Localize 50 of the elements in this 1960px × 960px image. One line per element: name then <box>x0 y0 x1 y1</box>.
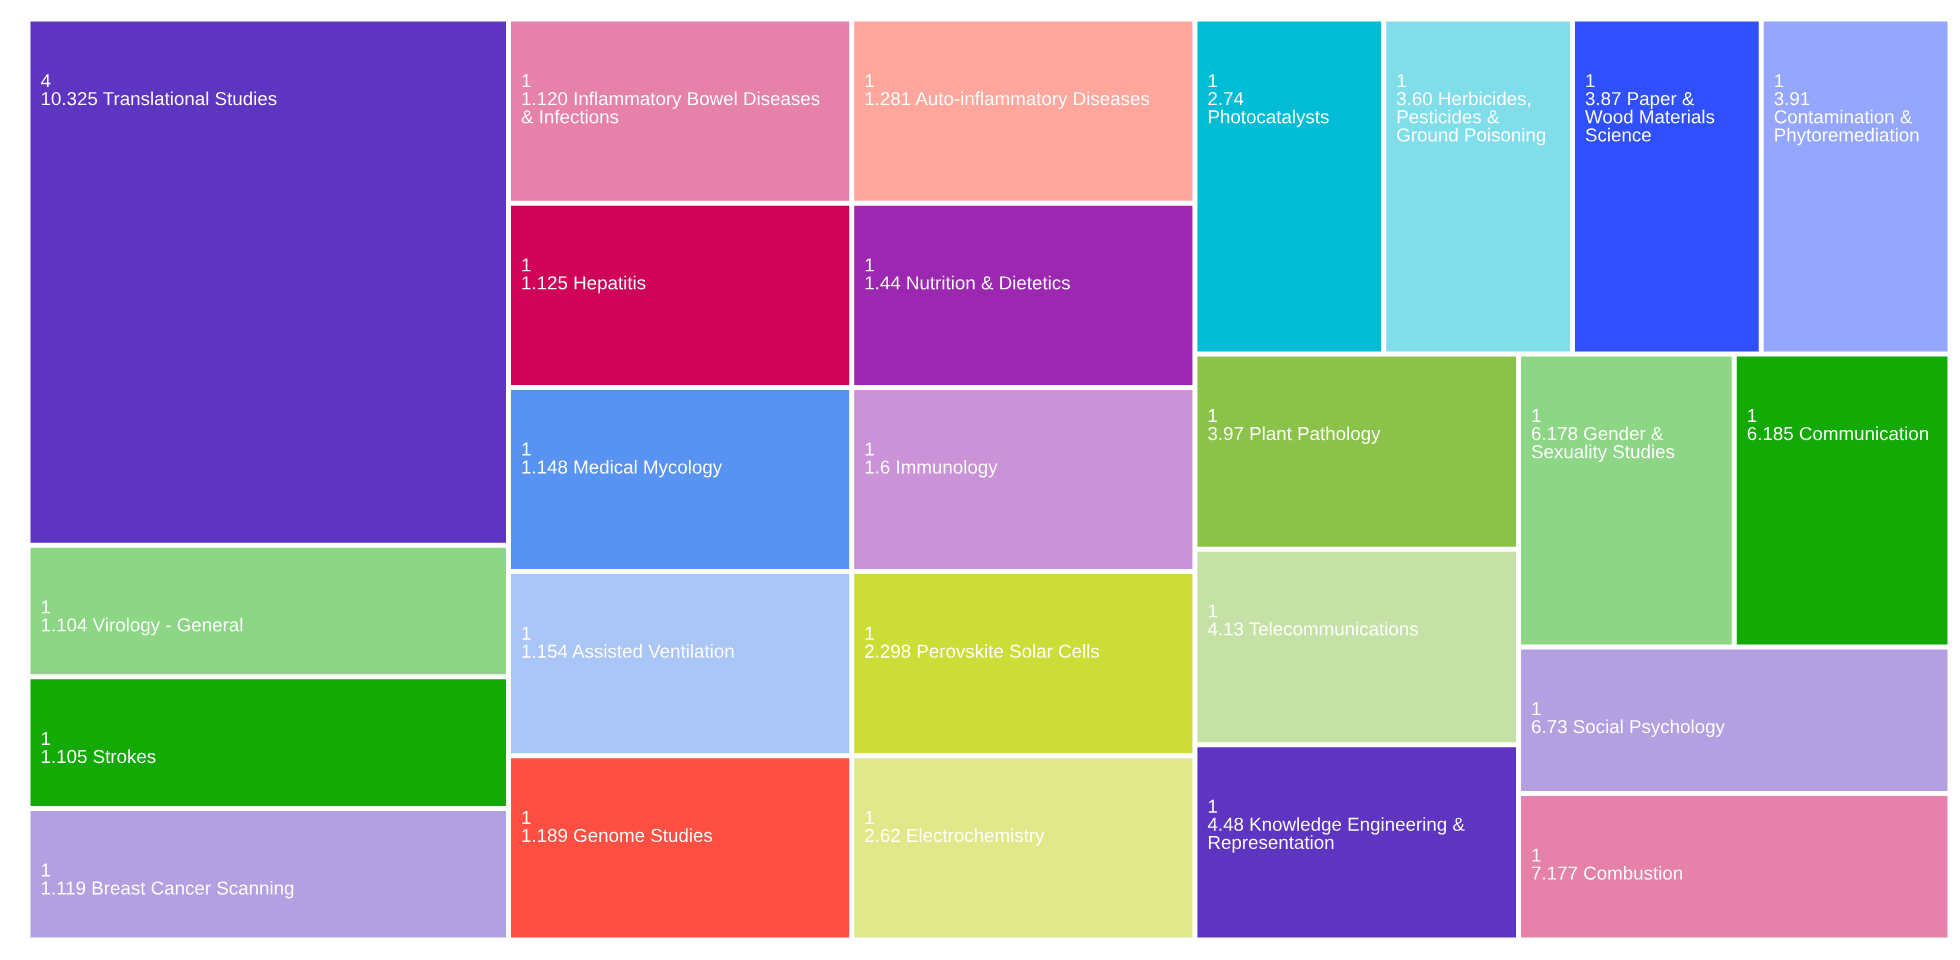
data-label: 1 <box>41 863 51 877</box>
data-label: 1 <box>1208 74 1217 88</box>
category-label: 1.44 Nutrition & Dietetics <box>865 275 1070 290</box>
data-label: 1 <box>1748 409 1757 422</box>
category-label: 3.87 Paper & Wood Materials Science <box>1585 92 1715 142</box>
category-label: 3.60 Herbicides, Pesticides & Ground Poisoning <box>1396 91 1546 146</box>
data-label: 1 <box>1397 74 1406 88</box>
data-label: 1 <box>522 442 531 456</box>
category-label: 1.148 Medical Mycology <box>522 459 723 478</box>
data-label: 1 <box>522 810 531 824</box>
data-label: 1 <box>865 442 874 456</box>
category-label: 1.125 Hepatitis <box>522 275 646 294</box>
data-label: 1 <box>1532 848 1541 862</box>
data-label: 1 <box>41 732 51 745</box>
data-label: 4 <box>40 74 51 88</box>
category-label: 1.6 Immunology <box>865 459 998 478</box>
category-label: 1.189 Genome Studies <box>522 828 713 843</box>
data-label: 1 <box>1775 74 1784 88</box>
category-label: 2.298 Perovskite Solar Cells <box>865 644 1100 658</box>
category-label: 2.74 Photocatalysts <box>1208 92 1329 128</box>
data-label: 1 <box>522 626 531 640</box>
data-label: 1 <box>522 258 531 272</box>
category-label: 1.105 Strokes <box>41 749 156 764</box>
data-label: 1 <box>1532 409 1541 422</box>
category-label: 1.154 Assisted Ventilation <box>522 644 734 658</box>
category-label: 2.62 Electrochemistry <box>865 828 1045 846</box>
data-label: 1 <box>865 810 874 824</box>
category-label: 7.177 Combustion <box>1531 865 1682 880</box>
data-label: 1 <box>1208 604 1217 618</box>
data-label: 1 <box>522 74 531 88</box>
category-label: 1.120 Inflammatory Bowel Diseases & Infections <box>521 91 820 124</box>
category-label: 3.97 Plant Pathology <box>1208 426 1381 444</box>
category-label: 3.91 Contamination & Phytoremediation <box>1774 92 1919 146</box>
category-label: 1.281 Auto-inflammatory Diseases <box>865 91 1150 109</box>
category-label: 6.185 Communication <box>1747 426 1928 441</box>
data-label: 1 <box>41 600 51 614</box>
category-label: 1.119 Breast Cancer Scanning <box>41 880 294 899</box>
data-label: 1 <box>865 258 874 272</box>
data-label: 1 <box>865 626 874 640</box>
category-label: 10.325 Translational Studies <box>41 91 277 106</box>
data-label: 1 <box>1532 702 1541 716</box>
data-label: 1 <box>1208 799 1217 813</box>
data-label: 1 <box>865 74 874 88</box>
category-label: 6.73 Social Psychology <box>1531 719 1725 737</box>
data-label: 1 <box>1586 74 1595 88</box>
category-label: 1.104 Virology - General <box>41 617 243 636</box>
category-label: 4.13 Telecommunications <box>1207 621 1418 636</box>
category-label: 6.178 Gender & Sexuality Studies <box>1531 426 1675 463</box>
data-label: 1 <box>1208 409 1217 422</box>
category-label: 4.48 Knowledge Engineering & Representation <box>1207 817 1465 853</box>
